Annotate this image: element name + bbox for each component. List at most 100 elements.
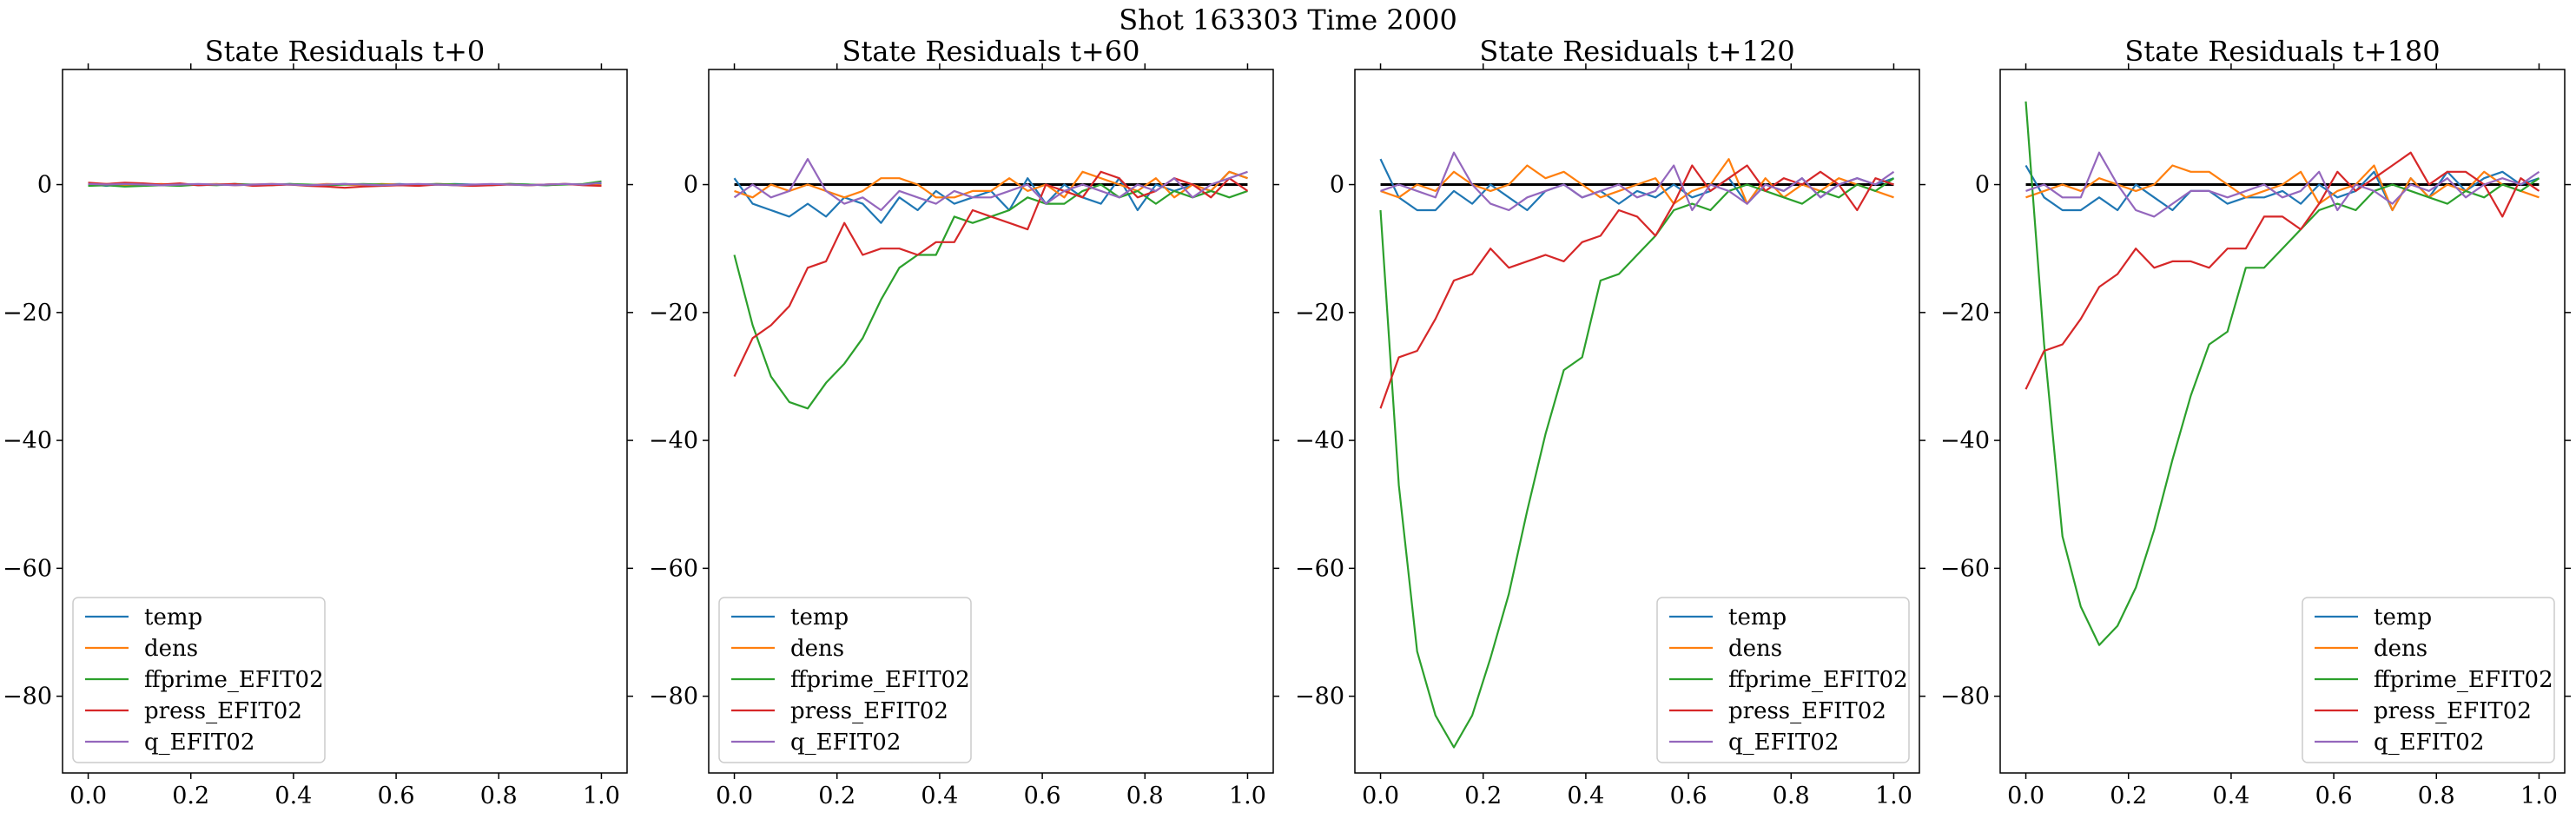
y-tick-label: 0 — [1975, 172, 1990, 199]
legend-label: q_EFIT02 — [1728, 730, 1839, 756]
series-line-dens — [734, 170, 1248, 199]
series-line-q-efit02 — [733, 158, 1248, 212]
x-tick-label: 0.6 — [1024, 783, 1061, 809]
legend-box — [72, 597, 326, 763]
x-tick-label: 0.4 — [1567, 783, 1604, 809]
series-line-ffprime-efit02 — [1379, 177, 1895, 749]
subplot-4: State Residuals t+180 0.0 0.2 0.4 0.6 0.8 1.0 0… — [1940, 35, 2571, 809]
legend-entry: press_EFIT02 — [731, 698, 948, 724]
legend: temp dens ffprime_EFIT02 press_EFIT02 q_EFIT… — [718, 597, 972, 763]
legend-label: dens — [144, 636, 198, 662]
series-line-temp — [2024, 164, 2540, 212]
x-tick-label: 0.8 — [2418, 783, 2455, 809]
legend-label: ffprime_EFIT02 — [2374, 667, 2553, 693]
y-tick-label: −20 — [1940, 300, 1990, 327]
series-line-q-efit02 — [2025, 151, 2540, 218]
legend: temp dens ffprime_EFIT02 press_EFIT02 q_EFIT… — [72, 597, 326, 763]
y-tick-label: −20 — [3, 300, 52, 327]
series-line-q-efit02 — [1380, 151, 1895, 212]
x-tick-label: 0.6 — [2315, 783, 2353, 809]
legend-box — [718, 597, 972, 763]
subplot-title: State Residuals t+120 — [1479, 35, 1794, 68]
series-line-ffprime-efit02 — [733, 183, 1248, 410]
series-line-ffprime-efit02 — [2024, 101, 2540, 646]
axes-frame — [62, 69, 628, 774]
series-line-press-efit02 — [733, 170, 1249, 377]
legend-entry: q_EFIT02 — [85, 730, 254, 756]
series-line-q-efit02 — [88, 182, 602, 187]
legend-label: ffprime_EFIT02 — [1728, 667, 1908, 693]
y-tick-label: −40 — [1940, 427, 1990, 454]
y-tick-label: −40 — [3, 427, 52, 454]
axes-frame — [1999, 69, 2566, 774]
legend-entry: temp — [85, 604, 202, 631]
legend-entry: temp — [2315, 604, 2432, 631]
subplots: State Residuals t+0 0.0 0.2 0.4 0.6 0.8 1.0 0 −2… — [3, 35, 2571, 809]
subplot-title: State Residuals t+60 — [842, 35, 1140, 68]
legend-label: q_EFIT02 — [2374, 730, 2484, 756]
y-tick-label: 0 — [37, 172, 52, 199]
axes-frame — [708, 69, 1274, 774]
legend-entry: ffprime_EFIT02 — [2315, 667, 2553, 693]
legend-label: press_EFIT02 — [144, 698, 302, 724]
figure-title: Shot 163303 Time 2000 — [1119, 3, 1457, 36]
legend-label: temp — [2374, 604, 2432, 631]
subplot-title: State Residuals t+0 — [205, 35, 485, 68]
legend-label: ffprime_EFIT02 — [790, 667, 970, 693]
plot-area — [2024, 101, 2540, 646]
y-tick-label: −40 — [649, 427, 698, 454]
legend-entry: press_EFIT02 — [1669, 698, 1886, 724]
legend-label: press_EFIT02 — [790, 698, 948, 724]
x-tick-label: 0.0 — [716, 783, 753, 809]
x-tick-label: 0.2 — [172, 783, 209, 809]
legend-entry: ffprime_EFIT02 — [1669, 667, 1908, 693]
plot-area — [733, 158, 1249, 410]
y-tick-label: −60 — [1940, 555, 1990, 582]
legend-entry: temp — [731, 604, 849, 631]
legend-entry: q_EFIT02 — [731, 730, 901, 756]
subplot-3: State Residuals t+120 0.0 0.2 0.4 0.6 0.8 1.0 0… — [1295, 35, 1925, 809]
x-tick-label: 1.0 — [583, 783, 620, 809]
legend-label: dens — [1728, 636, 1782, 662]
x-tick-label: 0.4 — [2212, 783, 2249, 809]
y-tick-label: 0 — [684, 172, 698, 199]
plot-area — [1379, 151, 1895, 749]
legend-entry: press_EFIT02 — [85, 698, 302, 724]
legend-label: dens — [2374, 636, 2427, 662]
x-tick-label: 0.6 — [378, 783, 415, 809]
y-tick-label: −40 — [1295, 427, 1344, 454]
legend-label: temp — [1728, 604, 1787, 631]
x-tick-label: 0.2 — [818, 783, 855, 809]
legend-label: q_EFIT02 — [144, 730, 254, 756]
legend-label: q_EFIT02 — [790, 730, 901, 756]
y-tick-label: −20 — [1295, 300, 1344, 327]
legend-label: temp — [790, 604, 849, 631]
legend-label: press_EFIT02 — [1728, 698, 1886, 724]
legend-entry: dens — [85, 636, 198, 662]
legend-entry: dens — [2315, 636, 2427, 662]
series-line-press-efit02 — [2024, 151, 2540, 390]
x-tick-label: 0.2 — [1464, 783, 1502, 809]
y-tick-label: −60 — [649, 555, 698, 582]
series-line-press-efit02 — [1379, 164, 1894, 409]
legend-entry: press_EFIT02 — [2315, 698, 2532, 724]
plot-area — [88, 180, 602, 189]
y-tick-label: −80 — [1940, 684, 1990, 710]
series-line-dens — [2025, 164, 2540, 212]
y-tick-label: −60 — [3, 555, 52, 582]
x-tick-label: 0.8 — [480, 783, 518, 809]
x-tick-label: 0.2 — [2110, 783, 2147, 809]
legend-label: dens — [790, 636, 844, 662]
x-tick-label: 0.0 — [2007, 783, 2044, 809]
y-tick-label: −80 — [1295, 684, 1344, 710]
x-tick-label: 0.4 — [921, 783, 958, 809]
y-tick-label: 0 — [1330, 172, 1344, 199]
y-tick-label: −80 — [649, 684, 698, 710]
legend-entry: q_EFIT02 — [2315, 730, 2484, 756]
axes-frame — [1354, 69, 1920, 774]
x-tick-label: 0.0 — [69, 783, 107, 809]
subplot-2: State Residuals t+60 0.0 0.2 0.4 0.6 0.8 1.0 0 −… — [649, 35, 1279, 809]
x-tick-label: 0.4 — [274, 783, 312, 809]
subplot-1: State Residuals t+0 0.0 0.2 0.4 0.6 0.8 1.0 0 −2… — [3, 35, 633, 809]
